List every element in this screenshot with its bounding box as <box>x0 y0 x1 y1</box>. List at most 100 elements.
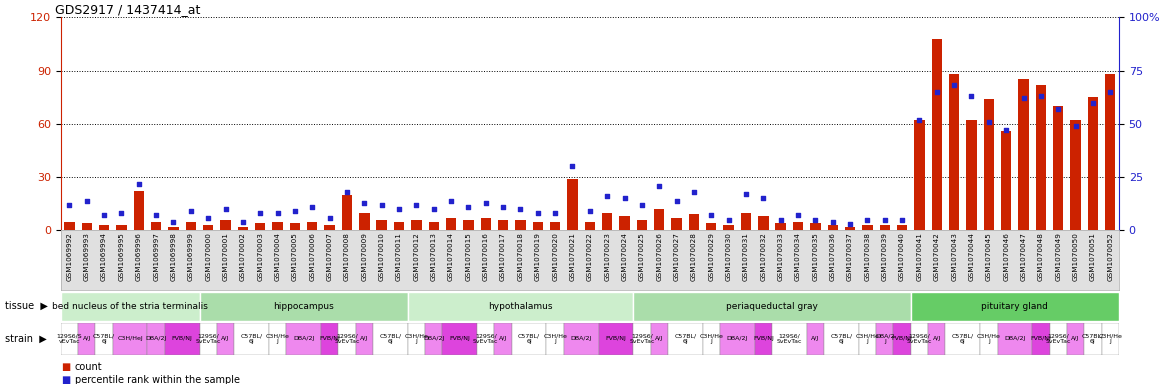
Text: pituitary gland: pituitary gland <box>981 302 1049 311</box>
Text: FVB/NJ: FVB/NJ <box>172 336 193 341</box>
Text: GSM1070003: GSM1070003 <box>257 232 263 281</box>
Point <box>528 210 547 217</box>
Text: ■: ■ <box>61 362 70 372</box>
Text: GSM1070040: GSM1070040 <box>899 232 905 281</box>
Point <box>147 212 166 218</box>
Text: FVB/NJ: FVB/NJ <box>319 336 340 341</box>
Text: 129S6/
SvEvTac: 129S6/ SvEvTac <box>1045 333 1071 344</box>
Bar <box>1070 120 1080 230</box>
Bar <box>342 195 353 230</box>
Text: GSM1069995: GSM1069995 <box>118 232 125 281</box>
Bar <box>321 323 339 355</box>
Text: C57BL/
6J: C57BL/ 6J <box>830 333 853 344</box>
Point <box>1084 99 1103 106</box>
Bar <box>221 220 231 230</box>
Bar <box>564 323 598 355</box>
Bar <box>203 225 214 230</box>
Point <box>927 89 946 95</box>
Point <box>702 212 721 218</box>
Text: FVB/NJ: FVB/NJ <box>605 336 626 341</box>
Text: GSM1070050: GSM1070050 <box>1072 232 1078 281</box>
Text: FVB/NJ: FVB/NJ <box>1030 336 1051 341</box>
Text: GSM1070007: GSM1070007 <box>327 232 333 281</box>
Bar <box>755 323 772 355</box>
Bar <box>633 292 911 321</box>
Text: count: count <box>75 362 103 372</box>
Bar <box>598 323 633 355</box>
Point <box>667 197 686 204</box>
Bar <box>359 213 369 230</box>
Bar <box>269 323 286 355</box>
Bar <box>515 220 526 230</box>
Bar <box>255 223 265 230</box>
Text: GSM1070043: GSM1070043 <box>951 232 957 281</box>
Bar <box>932 39 943 230</box>
Point <box>373 202 391 208</box>
Text: GSM1070044: GSM1070044 <box>968 232 974 281</box>
Text: GSM1070025: GSM1070025 <box>639 232 645 281</box>
Bar <box>147 323 165 355</box>
Point <box>406 202 425 208</box>
Point <box>1031 93 1050 99</box>
Point <box>355 200 374 206</box>
Point <box>563 164 582 170</box>
Bar <box>408 292 633 321</box>
Bar <box>443 323 477 355</box>
Bar <box>776 223 786 230</box>
Text: C3H/He
J: C3H/He J <box>976 333 1001 344</box>
Bar <box>425 323 443 355</box>
Bar <box>1001 131 1011 230</box>
Bar <box>983 99 994 230</box>
Bar <box>811 223 821 230</box>
Text: GSM1070010: GSM1070010 <box>378 232 384 281</box>
Bar <box>464 220 473 230</box>
Point <box>910 116 929 122</box>
Point <box>858 217 877 223</box>
Bar <box>1084 323 1101 355</box>
Bar <box>411 220 422 230</box>
Bar <box>672 218 682 230</box>
Bar <box>619 216 630 230</box>
Point <box>199 215 217 221</box>
Text: A/J: A/J <box>222 336 230 341</box>
Point <box>251 210 270 217</box>
Bar <box>945 323 980 355</box>
Text: GSM1070028: GSM1070028 <box>691 232 697 281</box>
Text: GSM1070023: GSM1070023 <box>604 232 610 281</box>
Text: 129S6/
SvEvTac: 129S6/ SvEvTac <box>473 333 499 344</box>
Bar <box>703 323 719 355</box>
Text: 129S6/
SvEvTac: 129S6/ SvEvTac <box>334 333 360 344</box>
Bar <box>117 225 126 230</box>
Bar <box>1054 106 1063 230</box>
Bar <box>133 191 144 230</box>
Bar <box>494 323 512 355</box>
Text: FVB/NJ: FVB/NJ <box>753 336 773 341</box>
Text: GSM1070035: GSM1070035 <box>813 232 819 281</box>
Bar <box>825 323 858 355</box>
Point <box>945 83 964 89</box>
Text: A/J: A/J <box>83 336 91 341</box>
Bar <box>585 222 595 230</box>
Point <box>580 208 599 214</box>
Point <box>892 217 911 223</box>
Bar <box>498 220 508 230</box>
Point <box>424 206 443 212</box>
Point <box>269 210 287 217</box>
Point <box>494 204 513 210</box>
Point <box>788 212 807 218</box>
Bar <box>200 292 408 321</box>
Text: DBA/2J: DBA/2J <box>146 336 167 341</box>
Text: GSM1069999: GSM1069999 <box>188 232 194 281</box>
Text: FVB/NJ: FVB/NJ <box>891 336 912 341</box>
Bar <box>719 323 755 355</box>
Point <box>598 193 617 199</box>
Text: GSM1070042: GSM1070042 <box>933 232 940 281</box>
Text: A/J: A/J <box>499 336 507 341</box>
Text: GSM1070032: GSM1070032 <box>760 232 766 281</box>
Bar <box>897 225 908 230</box>
Bar <box>446 218 457 230</box>
Text: C57BL/
6J: C57BL/ 6J <box>241 333 263 344</box>
Bar <box>1033 323 1050 355</box>
Text: DBA/2J: DBA/2J <box>293 336 314 341</box>
Text: GSM1070029: GSM1070029 <box>708 232 715 281</box>
